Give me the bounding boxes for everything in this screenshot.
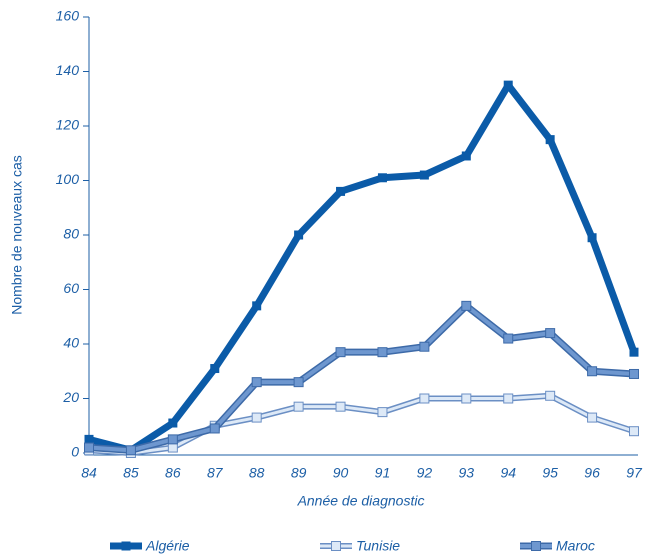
- marker: [545, 328, 556, 339]
- marker: [419, 170, 429, 180]
- marker: [377, 347, 388, 358]
- marker: [629, 368, 639, 379]
- marker: [294, 230, 304, 240]
- line: [88, 81, 638, 454]
- legend-label: Tunisie: [356, 538, 400, 554]
- marker: [587, 233, 597, 243]
- x-tick-label: 92: [417, 465, 433, 481]
- x-tick-label: 85: [123, 465, 139, 481]
- line: [88, 303, 635, 453]
- y-tick-label: 160: [56, 8, 80, 24]
- line: [88, 394, 635, 455]
- x-tick-label: 96: [584, 465, 600, 481]
- marker: [629, 426, 639, 437]
- x-tick-label: 88: [249, 465, 265, 481]
- x-tick-label: 87: [207, 465, 224, 481]
- y-tick-label: 100: [56, 171, 80, 187]
- marker: [84, 442, 94, 453]
- marker: [167, 442, 178, 453]
- legend-marker: [531, 541, 541, 551]
- x-tick-label: 97: [626, 465, 643, 481]
- y-tick-label: 120: [56, 117, 80, 133]
- marker: [125, 445, 136, 456]
- marker: [335, 347, 346, 358]
- marker: [461, 300, 472, 311]
- legend-label: Algérie: [145, 538, 190, 554]
- marker: [419, 393, 430, 404]
- y-tick-label: 60: [63, 280, 79, 296]
- y-tick-label: 80: [63, 226, 79, 242]
- marker: [209, 423, 220, 434]
- x-tick-label: 94: [500, 465, 516, 481]
- marker: [545, 135, 555, 145]
- marker: [251, 412, 262, 423]
- legend-marker: [331, 541, 341, 551]
- marker: [377, 407, 388, 418]
- marker: [587, 412, 598, 423]
- legend-marker: [121, 541, 131, 551]
- x-tick-label: 86: [165, 465, 181, 481]
- marker: [252, 301, 262, 311]
- marker: [210, 364, 220, 374]
- x-tick-label: 91: [375, 465, 391, 481]
- y-tick-label: 40: [63, 335, 79, 351]
- marker: [545, 390, 556, 401]
- marker: [461, 151, 471, 161]
- marker: [503, 80, 513, 90]
- marker: [377, 173, 387, 183]
- marker: [629, 347, 639, 357]
- x-tick-label: 89: [291, 465, 307, 481]
- x-tick-label: 93: [459, 465, 475, 481]
- line-outline: [88, 302, 635, 454]
- marker: [251, 377, 262, 388]
- y-tick-label: 0: [71, 444, 79, 460]
- marker: [503, 393, 514, 404]
- legend-label: Maroc: [556, 538, 595, 554]
- marker: [336, 186, 346, 196]
- marker: [503, 333, 514, 344]
- x-tick-label: 84: [81, 465, 97, 481]
- marker: [419, 341, 430, 352]
- marker: [461, 393, 472, 404]
- y-axis-label: Nombre de nouveaux cas: [9, 155, 25, 315]
- x-axis-label: Année de diagnostic: [297, 493, 425, 509]
- y-tick-label: 20: [62, 389, 79, 405]
- marker: [84, 434, 94, 444]
- marker: [168, 418, 178, 428]
- marker: [293, 401, 304, 412]
- marker: [335, 401, 346, 412]
- x-tick-label: 95: [542, 465, 558, 481]
- marker: [587, 366, 598, 377]
- marker: [293, 377, 304, 388]
- x-tick-label: 90: [333, 465, 349, 481]
- y-tick-label: 140: [56, 62, 80, 78]
- marker: [167, 434, 178, 445]
